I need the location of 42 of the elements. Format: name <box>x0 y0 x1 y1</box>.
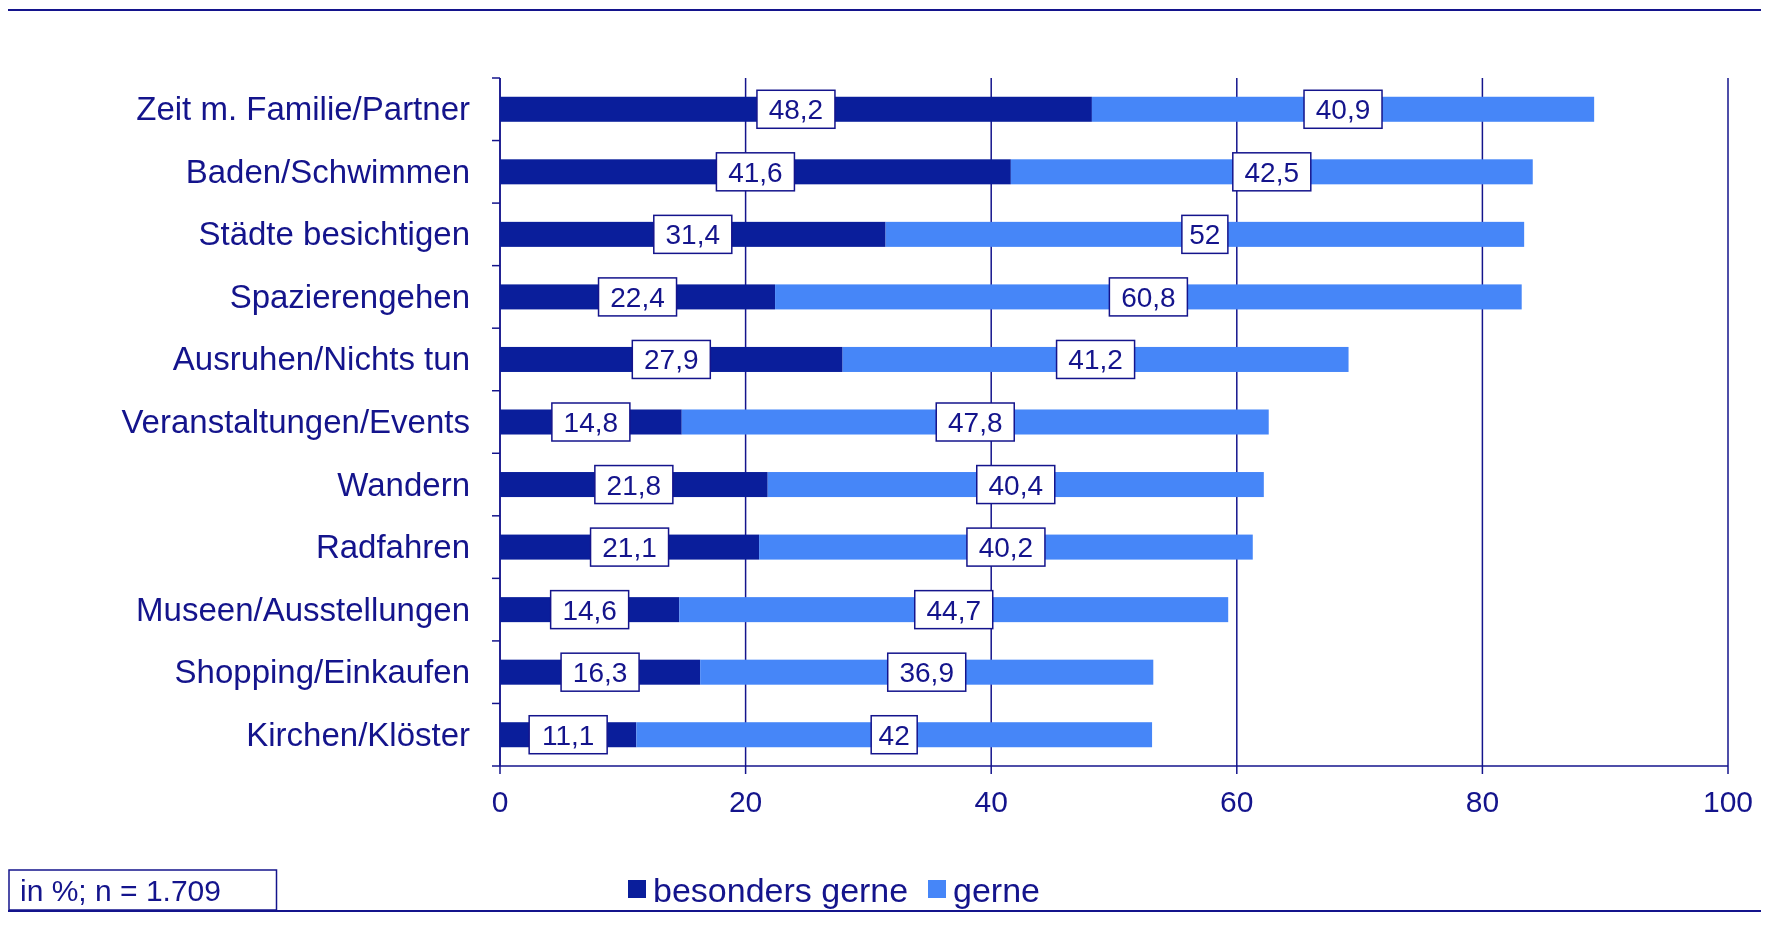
data-label: 41,6 <box>728 156 783 188</box>
data-label: 14,6 <box>562 594 617 626</box>
data-label: 60,8 <box>1121 281 1176 313</box>
x-tick-label: 60 <box>1220 785 1254 818</box>
legend-label: besonders gerne <box>653 871 909 909</box>
data-label: 14,8 <box>563 407 619 438</box>
data-label: 40,4 <box>988 469 1044 501</box>
data-label: 22,4 <box>610 281 665 313</box>
y-tick-label: Ausruhen/Nichts tun <box>172 340 470 378</box>
data-label: 31,4 <box>665 219 721 251</box>
data-label: 21,8 <box>606 469 662 501</box>
data-label: 11,1 <box>541 719 595 751</box>
y-tick-label: Wandern <box>337 465 470 503</box>
data-label: 42,5 <box>1244 156 1300 188</box>
data-label: 21,1 <box>602 532 657 564</box>
y-tick-label: Veranstaltungen/Events <box>121 403 470 440</box>
data-label: 16,3 <box>572 657 628 689</box>
x-tick-label: 20 <box>728 785 763 818</box>
y-tick-label: Spazierengehen <box>229 277 470 315</box>
data-label: 36,9 <box>899 657 954 689</box>
data-label: 42 <box>878 719 910 751</box>
data-label: 48,2 <box>768 94 824 126</box>
legend-label: gerne <box>953 871 1040 909</box>
x-tick-label: 0 <box>491 785 509 818</box>
data-label: 52 <box>1189 219 1221 251</box>
y-tick-label: Baden/Schwimmen <box>185 152 470 190</box>
text: in %; n = 1.709 <box>20 874 221 907</box>
y-tick-label: Städte besichtigen <box>198 215 470 253</box>
data-label: 27,9 <box>644 344 699 376</box>
data-label: 44,7 <box>926 594 981 626</box>
x-tick-label: 40 <box>974 785 1008 818</box>
data-label: 40,9 <box>1315 94 1371 126</box>
y-tick-label: Radfahren <box>315 528 470 566</box>
x-tick-label: 100 <box>1702 785 1754 818</box>
y-tick-label: Kirchen/Klöster <box>246 715 471 753</box>
data-label: 41,2 <box>1068 344 1123 376</box>
x-tick-label: 80 <box>1465 785 1500 818</box>
data-label: 40,2 <box>978 532 1034 564</box>
data-label: 47,8 <box>947 407 1003 438</box>
y-tick-label: Zeit m. Familie/Partner <box>136 90 470 128</box>
y-tick-label: Shopping/Einkaufen <box>174 653 470 691</box>
y-tick-label: Museen/Ausstellungen <box>136 590 470 628</box>
